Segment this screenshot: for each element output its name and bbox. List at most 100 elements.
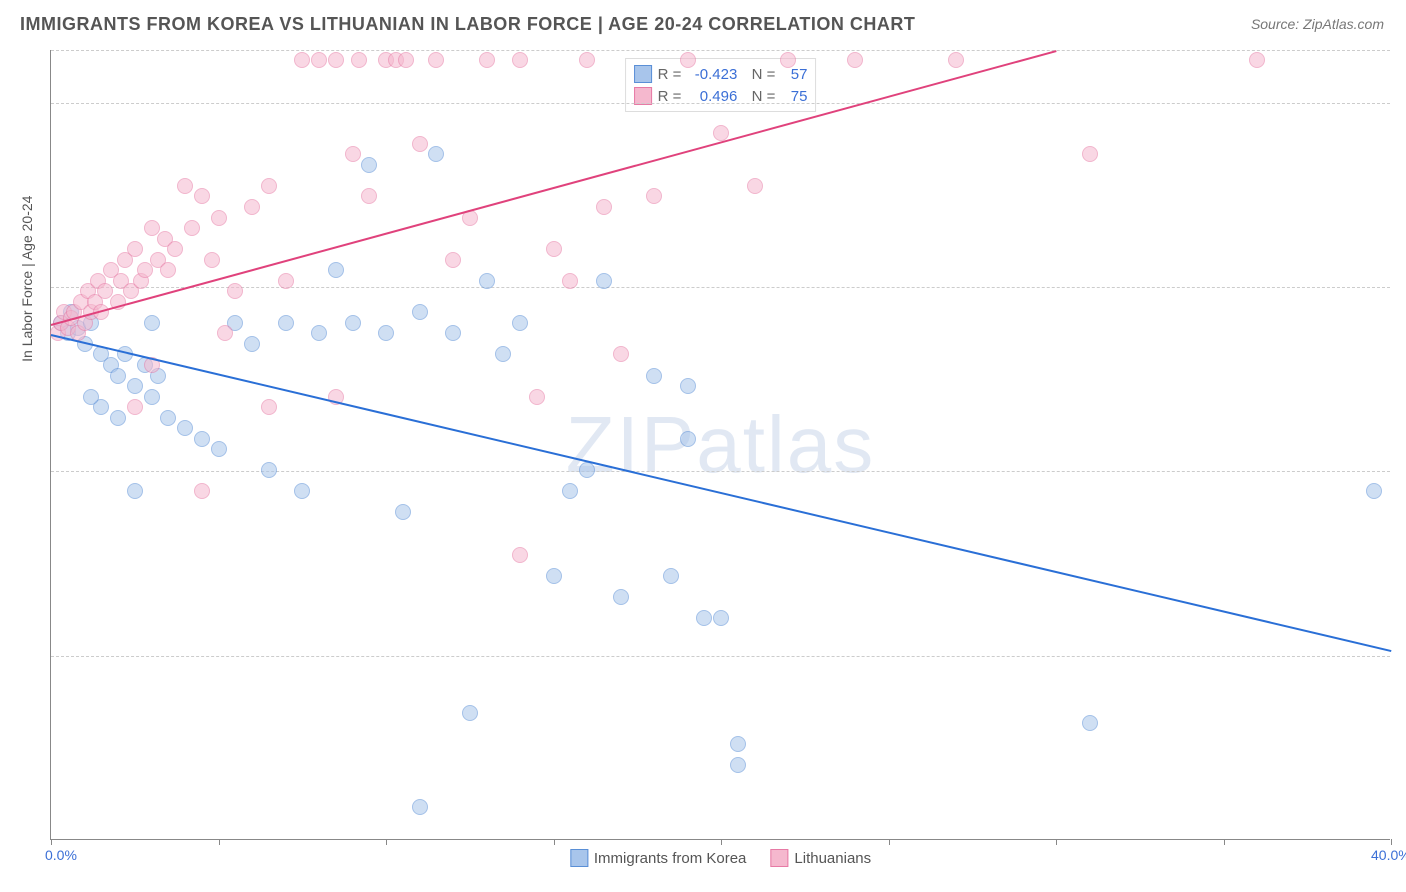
data-point — [261, 399, 277, 415]
x-tick-label: 40.0% — [1371, 847, 1406, 863]
x-tick — [1391, 839, 1392, 845]
data-point — [747, 178, 763, 194]
data-point — [596, 273, 612, 289]
source-attribution: Source: ZipAtlas.com — [1251, 16, 1384, 32]
data-point — [713, 610, 729, 626]
data-point — [546, 241, 562, 257]
data-point — [167, 241, 183, 257]
data-point — [194, 188, 210, 204]
data-point — [1082, 715, 1098, 731]
legend-label: Immigrants from Korea — [594, 850, 747, 867]
legend-swatch — [570, 849, 588, 867]
data-point — [261, 462, 277, 478]
y-axis-title: In Labor Force | Age 20-24 — [19, 195, 35, 361]
data-point — [663, 568, 679, 584]
x-tick — [889, 839, 890, 845]
data-point — [345, 146, 361, 162]
data-point — [613, 346, 629, 362]
data-point — [730, 736, 746, 752]
x-tick — [1056, 839, 1057, 845]
stat-label: N = — [743, 66, 775, 83]
x-tick-label: 0.0% — [45, 847, 77, 863]
data-point — [428, 52, 444, 68]
data-point — [730, 757, 746, 773]
data-point — [412, 799, 428, 815]
data-point — [613, 589, 629, 605]
data-point — [696, 610, 712, 626]
data-point — [177, 178, 193, 194]
data-point — [311, 325, 327, 341]
data-point — [512, 547, 528, 563]
stats-row: R =0.496 N =75 — [634, 85, 808, 107]
data-point — [445, 325, 461, 341]
data-point — [646, 368, 662, 384]
data-point — [278, 315, 294, 331]
data-point — [160, 262, 176, 278]
y-tick-label: 47.5% — [1395, 660, 1406, 676]
data-point — [579, 52, 595, 68]
data-point — [244, 199, 260, 215]
data-point — [412, 304, 428, 320]
data-point — [562, 273, 578, 289]
data-point — [137, 262, 153, 278]
stat-label: R = — [658, 66, 682, 83]
data-point — [579, 462, 595, 478]
data-point — [144, 315, 160, 331]
data-point — [328, 262, 344, 278]
data-point — [361, 188, 377, 204]
data-point — [127, 378, 143, 394]
data-point — [211, 441, 227, 457]
legend-label: Lithuanians — [794, 850, 871, 867]
data-point — [194, 431, 210, 447]
data-point — [127, 483, 143, 499]
data-point — [428, 146, 444, 162]
data-point — [294, 483, 310, 499]
data-point — [646, 188, 662, 204]
data-point — [512, 52, 528, 68]
data-point — [278, 273, 294, 289]
x-tick — [219, 839, 220, 845]
data-point — [328, 52, 344, 68]
data-point — [847, 52, 863, 68]
n-value: 57 — [781, 66, 807, 83]
gridline — [51, 471, 1390, 472]
data-point — [546, 568, 562, 584]
gridline — [51, 50, 1390, 51]
data-point — [351, 52, 367, 68]
data-point — [345, 315, 361, 331]
legend: Immigrants from Korea Lithuanians — [570, 849, 871, 867]
legend-item: Lithuanians — [770, 849, 871, 867]
gridline — [51, 103, 1390, 104]
data-point — [680, 52, 696, 68]
data-point — [127, 399, 143, 415]
data-point — [294, 52, 310, 68]
data-point — [1082, 146, 1098, 162]
data-point — [211, 210, 227, 226]
data-point — [462, 705, 478, 721]
data-point — [184, 220, 200, 236]
legend-swatch — [770, 849, 788, 867]
y-tick-label: 82.5% — [1395, 291, 1406, 307]
data-point — [680, 378, 696, 394]
data-point — [144, 389, 160, 405]
x-tick — [721, 839, 722, 845]
data-point — [495, 346, 511, 362]
data-point — [177, 420, 193, 436]
legend-swatch — [634, 65, 652, 83]
data-point — [378, 325, 394, 341]
data-point — [1366, 483, 1382, 499]
data-point — [780, 52, 796, 68]
data-point — [680, 431, 696, 447]
gridline — [51, 287, 1390, 288]
data-point — [512, 315, 528, 331]
data-point — [445, 252, 461, 268]
x-tick — [386, 839, 387, 845]
data-point — [1249, 52, 1265, 68]
data-point — [110, 410, 126, 426]
x-tick — [1224, 839, 1225, 845]
data-point — [160, 410, 176, 426]
data-point — [479, 273, 495, 289]
data-point — [311, 52, 327, 68]
legend-item: Immigrants from Korea — [570, 849, 747, 867]
data-point — [398, 52, 414, 68]
